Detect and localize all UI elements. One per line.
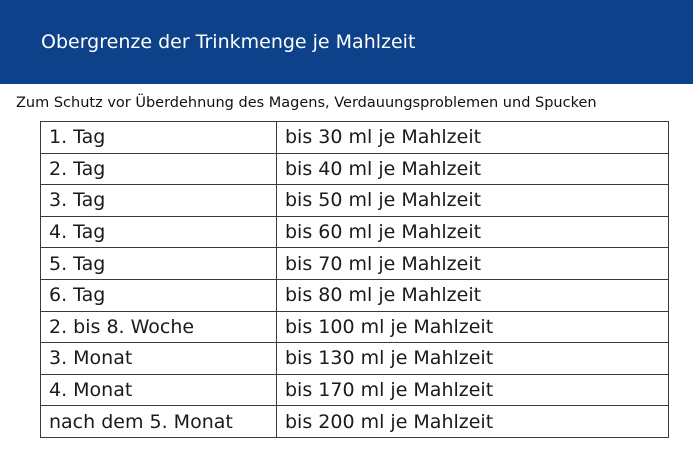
feeding-table: 1. Tag bis 30 ml je Mahlzeit 2. Tag bis … [40, 121, 669, 438]
table-row: 6. Tag bis 80 ml je Mahlzeit [40, 278, 669, 312]
table-row: nach dem 5. Monat bis 200 ml je Mahlzeit [40, 405, 669, 438]
header-bar: Obergrenze der Trinkmenge je Mahlzeit [0, 0, 693, 84]
period-cell: nach dem 5. Monat [40, 405, 277, 438]
table-row: 5. Tag bis 70 ml je Mahlzeit [40, 247, 669, 280]
amount-cell: bis 80 ml je Mahlzeit [276, 278, 669, 312]
amount-cell: bis 60 ml je Mahlzeit [276, 215, 669, 249]
period-cell: 3. Monat [40, 342, 277, 375]
amount-cell: bis 170 ml je Mahlzeit [276, 373, 669, 407]
subtitle: Zum Schutz vor Überdehnung des Magens, V… [16, 95, 597, 111]
period-cell: 3. Tag [40, 184, 277, 217]
period-cell: 2. Tag [40, 152, 277, 186]
table-row: 3. Tag bis 50 ml je Mahlzeit [40, 184, 669, 217]
period-cell: 6. Tag [40, 278, 277, 312]
amount-cell: bis 50 ml je Mahlzeit [276, 184, 669, 217]
period-cell: 5. Tag [40, 247, 277, 280]
amount-cell: bis 100 ml je Mahlzeit [276, 310, 669, 344]
table-row: 2. Tag bis 40 ml je Mahlzeit [40, 152, 669, 186]
amount-cell: bis 30 ml je Mahlzeit [276, 121, 669, 154]
table-row: 2. bis 8. Woche bis 100 ml je Mahlzeit [40, 310, 669, 344]
period-cell: 4. Tag [40, 215, 277, 249]
amount-cell: bis 130 ml je Mahlzeit [276, 342, 669, 375]
table-row: 4. Tag bis 60 ml je Mahlzeit [40, 215, 669, 249]
amount-cell: bis 40 ml je Mahlzeit [276, 152, 669, 186]
period-cell: 4. Monat [40, 373, 277, 407]
period-cell: 2. bis 8. Woche [40, 310, 277, 344]
table-row: 3. Monat bis 130 ml je Mahlzeit [40, 342, 669, 375]
amount-cell: bis 70 ml je Mahlzeit [276, 247, 669, 280]
amount-cell: bis 200 ml je Mahlzeit [276, 405, 669, 438]
page-title: Obergrenze der Trinkmenge je Mahlzeit [41, 31, 416, 53]
table-row: 1. Tag bis 30 ml je Mahlzeit [40, 121, 669, 154]
table-row: 4. Monat bis 170 ml je Mahlzeit [40, 373, 669, 407]
period-cell: 1. Tag [40, 121, 277, 154]
feeding-table-container: 1. Tag bis 30 ml je Mahlzeit 2. Tag bis … [40, 121, 669, 438]
